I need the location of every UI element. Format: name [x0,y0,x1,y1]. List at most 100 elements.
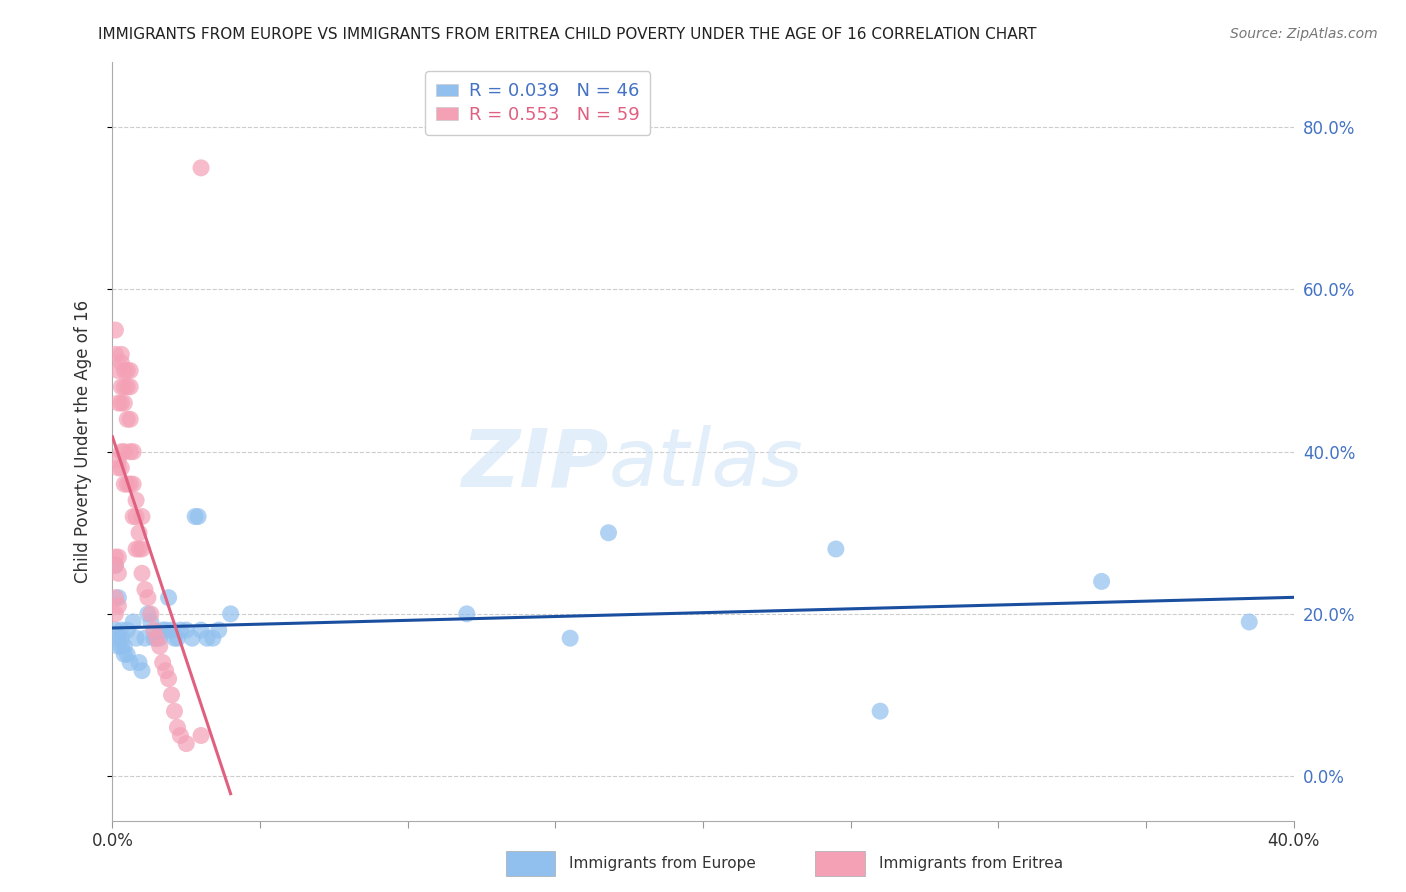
Text: Source: ZipAtlas.com: Source: ZipAtlas.com [1230,27,1378,41]
Point [128,656,150,670]
Point [117,477,138,491]
Point [110,631,132,645]
Point [131,509,153,524]
Point [142,623,165,637]
Point [163,704,186,718]
Point [110,461,132,475]
Point [120,363,142,377]
Point [117,648,138,662]
Point [149,631,172,645]
Point [107,452,129,467]
Point [157,591,180,605]
Point [131,664,153,678]
Point [184,509,207,524]
Point [598,525,620,540]
Point [120,444,142,458]
Point [166,720,188,734]
Point [112,477,135,491]
Point [120,656,142,670]
Point [136,607,159,621]
Point [190,161,212,175]
Point [110,380,132,394]
Point [146,631,169,645]
Point [104,623,127,637]
Point [142,631,165,645]
Point [139,607,162,621]
Point [136,591,159,605]
Point [174,737,197,751]
Point [117,412,138,426]
Point [134,582,156,597]
Point [112,648,135,662]
Point [104,558,127,573]
Point [122,615,145,629]
Point [195,631,218,645]
Point [1239,615,1261,629]
Point [104,591,127,605]
Point [125,541,148,556]
Point [201,631,224,645]
Point [190,623,212,637]
Point [166,631,188,645]
Point [558,631,582,645]
Point [152,623,174,637]
Point [219,607,242,621]
Point [155,664,177,678]
Point [107,566,129,581]
Point [1091,574,1114,589]
Point [163,631,186,645]
Point [869,704,891,718]
Point [125,493,148,508]
Point [128,541,150,556]
Point [824,541,846,556]
Point [456,607,478,621]
Point [107,640,129,654]
Point [139,615,162,629]
Point [107,631,129,645]
Point [152,656,174,670]
Point [174,623,197,637]
Point [120,412,142,426]
Point [128,525,150,540]
Text: Immigrants from Europe: Immigrants from Europe [569,856,756,871]
Text: ZIP: ZIP [461,425,609,503]
Point [107,396,129,410]
Point [104,550,127,565]
Point [122,477,145,491]
Point [120,477,142,491]
Point [107,591,129,605]
Point [117,623,138,637]
Point [104,323,127,337]
Point [122,509,145,524]
Point [120,380,142,394]
Point [104,607,127,621]
Point [104,558,127,573]
Point [112,363,135,377]
Text: IMMIGRANTS FROM EUROPE VS IMMIGRANTS FROM ERITREA CHILD POVERTY UNDER THE AGE OF: IMMIGRANTS FROM EUROPE VS IMMIGRANTS FRO… [98,27,1036,42]
Point [155,623,177,637]
Point [122,444,145,458]
Point [110,396,132,410]
Text: atlas: atlas [609,425,803,503]
Point [169,729,191,743]
Point [181,631,204,645]
Point [160,623,183,637]
Point [112,640,135,654]
Point [110,347,132,361]
Point [131,566,153,581]
Point [125,509,148,524]
Point [107,550,129,565]
Point [107,461,129,475]
Text: Immigrants from Eritrea: Immigrants from Eritrea [879,856,1063,871]
Point [190,729,212,743]
Y-axis label: Child Poverty Under the Age of 16: Child Poverty Under the Age of 16 [73,300,91,583]
Point [112,444,135,458]
Point [157,672,180,686]
Point [160,688,183,702]
Point [112,380,135,394]
Point [110,355,132,369]
Point [110,640,132,654]
Point [169,623,191,637]
Legend: R = 0.039   N = 46, R = 0.553   N = 59: R = 0.039 N = 46, R = 0.553 N = 59 [425,71,650,135]
Point [107,599,129,613]
